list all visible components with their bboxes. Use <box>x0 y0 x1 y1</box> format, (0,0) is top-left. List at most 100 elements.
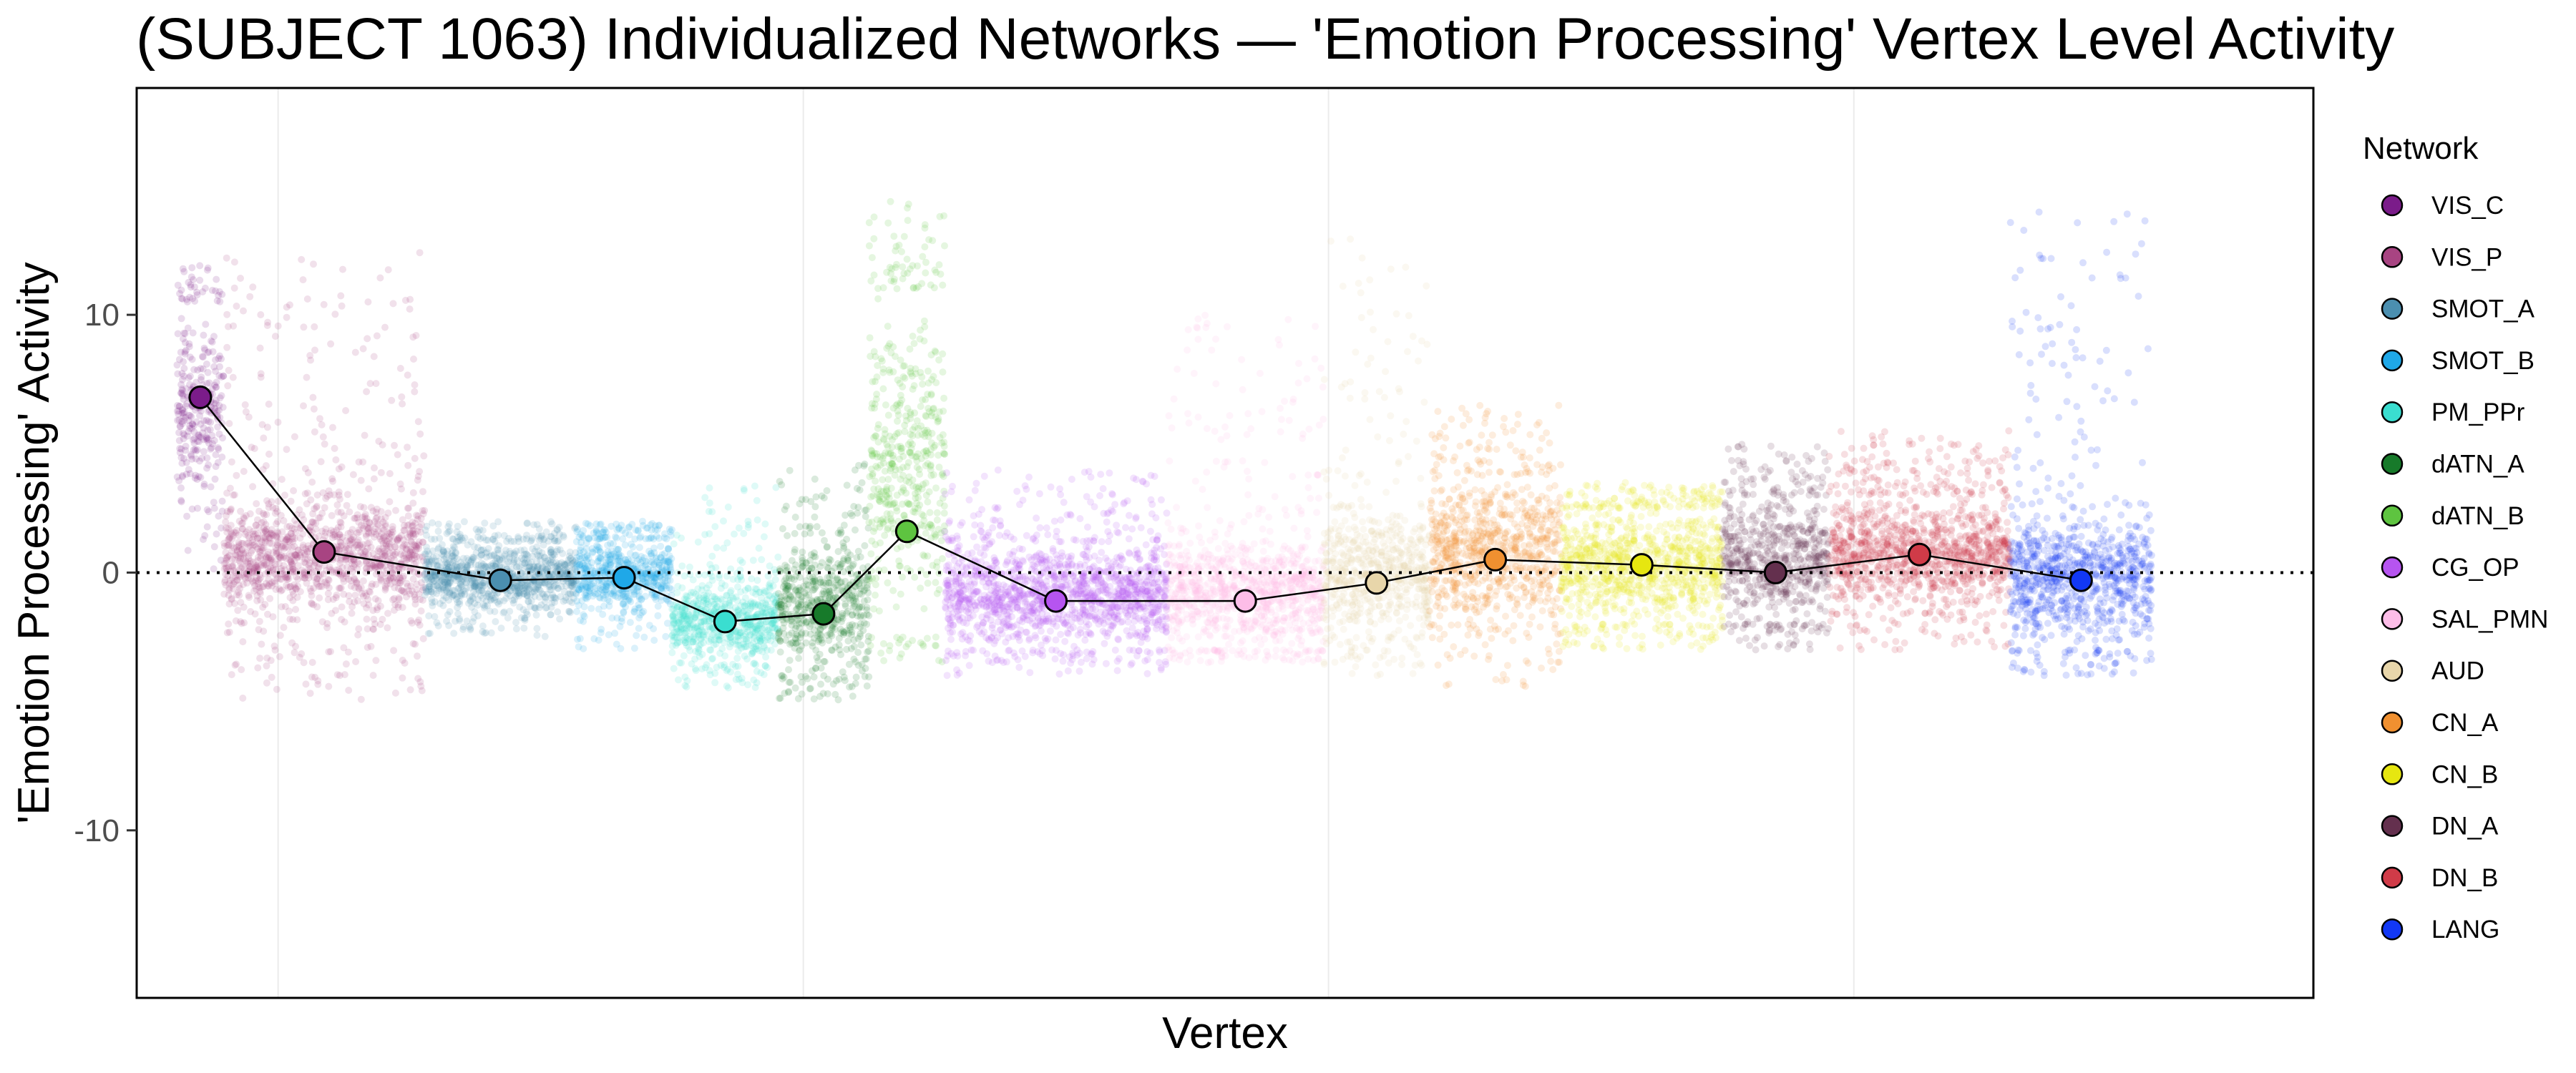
data-point <box>579 581 587 589</box>
data-point <box>416 528 424 536</box>
data-point <box>418 687 426 695</box>
data-point <box>254 664 262 672</box>
data-point <box>310 519 318 526</box>
data-point <box>242 408 250 416</box>
data-point <box>343 501 351 509</box>
data-point <box>186 422 194 429</box>
data-point <box>811 503 819 511</box>
data-point <box>361 513 369 521</box>
data-point <box>203 434 211 442</box>
data-point <box>758 556 766 564</box>
data-point <box>410 541 418 549</box>
data-point <box>316 582 324 590</box>
data-point <box>412 559 420 567</box>
data-point <box>240 565 248 573</box>
data-point <box>680 572 688 580</box>
data-point <box>181 339 189 346</box>
data-point <box>416 430 424 438</box>
data-point <box>305 545 313 553</box>
data-point <box>174 401 182 409</box>
data-point <box>259 603 267 611</box>
data-point <box>367 564 374 572</box>
data-point <box>238 546 246 554</box>
data-point <box>358 514 366 521</box>
data-point <box>416 249 424 257</box>
data-point <box>275 553 283 561</box>
data-point <box>265 582 273 590</box>
data-point <box>286 594 294 602</box>
data-point <box>867 642 874 650</box>
data-point <box>405 504 413 512</box>
data-point <box>236 550 244 558</box>
data-point <box>872 574 880 582</box>
data-point <box>212 400 220 408</box>
data-point <box>870 433 878 441</box>
data-point <box>245 539 253 547</box>
data-point <box>249 483 257 491</box>
data-point <box>186 293 194 301</box>
data-point <box>368 529 376 537</box>
data-point <box>347 582 355 590</box>
data-point <box>196 411 204 419</box>
data-point <box>281 491 288 499</box>
data-point <box>533 632 541 639</box>
data-point <box>328 568 336 576</box>
data-point <box>904 404 912 412</box>
data-point <box>178 409 186 417</box>
data-point <box>852 526 859 534</box>
data-point <box>218 355 225 363</box>
data-point <box>890 275 898 283</box>
data-point <box>938 555 946 562</box>
data-point <box>520 546 528 554</box>
data-point <box>337 584 345 592</box>
data-point <box>336 533 343 541</box>
data-point <box>230 491 238 499</box>
data-point <box>177 498 185 506</box>
data-point <box>216 352 223 360</box>
data-point <box>785 666 792 674</box>
data-point <box>190 439 198 447</box>
data-point <box>756 602 764 610</box>
data-point <box>281 538 289 546</box>
data-point <box>647 550 655 558</box>
data-point <box>323 582 331 589</box>
data-point <box>350 533 358 541</box>
data-point <box>335 491 343 499</box>
data-point <box>253 597 261 604</box>
data-point <box>369 625 377 633</box>
data-point <box>253 574 260 582</box>
data-point <box>194 366 202 374</box>
data-point <box>325 648 333 656</box>
data-point <box>808 667 816 675</box>
data-point <box>419 488 426 496</box>
data-point <box>391 689 399 697</box>
data-point <box>265 539 273 547</box>
data-point <box>386 470 394 478</box>
data-point <box>681 673 689 681</box>
data-point <box>174 416 181 424</box>
data-point <box>364 595 372 603</box>
data-point <box>879 284 887 292</box>
data-point <box>870 485 878 493</box>
data-point <box>463 554 471 562</box>
data-point <box>411 568 419 576</box>
data-point <box>761 662 769 670</box>
data-point <box>175 410 182 418</box>
data-point <box>363 388 371 396</box>
data-point <box>456 600 464 608</box>
data-point <box>239 695 247 702</box>
data-point <box>723 539 731 547</box>
data-point <box>283 533 291 541</box>
data-point <box>932 484 940 492</box>
data-point <box>640 607 648 615</box>
data-point <box>215 372 223 380</box>
data-point <box>274 555 282 563</box>
data-point <box>399 516 406 524</box>
data-point <box>210 543 218 551</box>
data-point <box>213 275 220 283</box>
data-point <box>336 559 344 567</box>
data-point <box>806 529 814 537</box>
data-point <box>484 536 492 544</box>
data-point <box>547 611 555 619</box>
data-point <box>903 255 911 263</box>
